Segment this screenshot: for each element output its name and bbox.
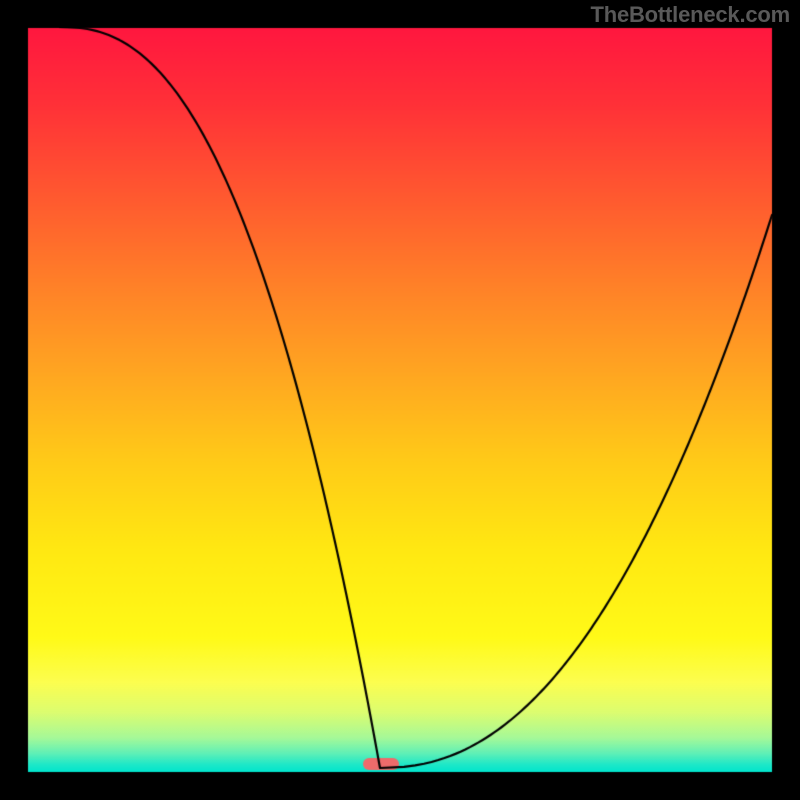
watermark-text: TheBottleneck.com [590, 2, 790, 28]
resonance-curve [0, 0, 800, 800]
chart-container: TheBottleneck.com [0, 0, 800, 800]
